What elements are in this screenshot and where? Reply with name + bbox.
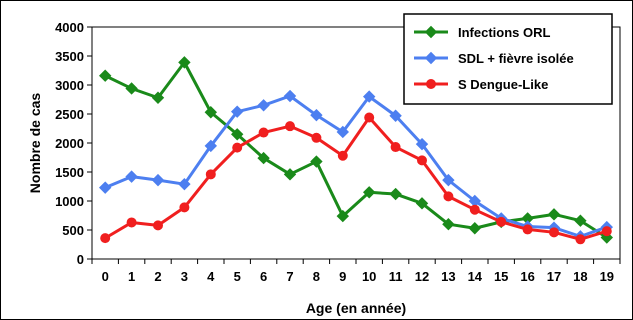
series-3-point	[390, 142, 401, 153]
series-3-point	[179, 202, 190, 213]
x-tick-label: 4	[207, 269, 215, 284]
series-1-point	[283, 168, 297, 181]
x-tick-label: 7	[286, 269, 293, 284]
series-1-point	[178, 56, 191, 69]
series-3-point	[311, 132, 322, 143]
series-2-point	[336, 125, 350, 139]
series-3-point	[337, 150, 348, 161]
x-tick-label: 15	[494, 269, 508, 284]
series-2-point	[310, 108, 323, 122]
y-tick-label: 4000	[55, 20, 84, 35]
x-tick-label: 12	[415, 269, 429, 284]
series-3-point	[100, 233, 111, 244]
series-1-point	[310, 155, 323, 168]
series-3-point	[443, 191, 454, 202]
series-3-point	[522, 224, 533, 235]
x-tick-label: 16	[520, 269, 534, 284]
series-3-point	[205, 169, 216, 180]
series-1-point	[125, 82, 138, 95]
series-2-point	[362, 90, 376, 103]
x-axis-title: Age (en année)	[306, 300, 406, 316]
x-tick-label: 2	[154, 269, 161, 284]
series-3-point	[285, 121, 295, 132]
series-2-point	[230, 105, 244, 118]
x-tick-label: 5	[234, 269, 241, 284]
legend-item-1-point	[424, 25, 438, 39]
series-2-point	[204, 139, 218, 153]
y-tick-label: 1000	[55, 194, 84, 209]
x-tick-label: 9	[339, 269, 346, 284]
legend-item-2-label: SDL + fièvre isolée	[458, 51, 574, 66]
series-3-point	[417, 155, 427, 166]
x-tick-label: 14	[468, 269, 483, 284]
series-2-point	[178, 177, 191, 191]
series-3-point	[232, 142, 243, 153]
series-2-point	[283, 89, 297, 103]
series-1-point	[151, 91, 165, 104]
y-tick-label: 2000	[55, 136, 84, 151]
series-1-point	[204, 106, 218, 119]
series-3-point	[153, 220, 163, 231]
series-2-point	[415, 137, 429, 151]
x-tick-label: 0	[102, 269, 109, 284]
x-tick-label: 17	[547, 269, 561, 284]
series-3-point	[575, 234, 586, 245]
series-1-point	[389, 187, 402, 201]
series-3-point	[601, 226, 612, 237]
series-2-point	[125, 170, 138, 183]
y-tick-label: 2500	[55, 107, 84, 122]
x-tick-label: 8	[313, 269, 320, 284]
series-2-point	[151, 173, 165, 187]
x-tick-label: 19	[600, 269, 614, 284]
x-tick-label: 18	[573, 269, 587, 284]
legend-item-3-point	[426, 79, 436, 89]
x-tick-label: 3	[181, 269, 188, 284]
x-tick-label: 13	[441, 269, 455, 284]
series-3-point	[258, 127, 269, 138]
series-1-point	[257, 151, 270, 165]
series-2-point	[257, 99, 270, 112]
legend-item-2-point	[424, 51, 438, 65]
series-1-point	[362, 186, 376, 199]
series-3-point	[126, 217, 137, 228]
y-tick-label: 3000	[55, 78, 84, 93]
series-1-point	[442, 217, 455, 231]
series-3-point	[364, 112, 375, 123]
x-tick-label: 11	[389, 269, 403, 284]
y-tick-label: 500	[62, 223, 84, 238]
y-tick-label: 1500	[55, 165, 84, 180]
series-3-point	[469, 204, 480, 215]
series-3-point	[496, 216, 507, 227]
x-tick-label: 6	[260, 269, 267, 284]
series-2-point	[98, 181, 112, 194]
series-2-point	[389, 109, 402, 122]
series-1-point	[98, 69, 112, 82]
series-1-point	[415, 197, 429, 210]
series-1-point	[468, 222, 482, 235]
legend-item-3-label: S Dengue-Like	[458, 77, 548, 92]
y-axis-title: Nombre de cas	[27, 93, 43, 194]
series-3-point	[549, 227, 559, 238]
series-2-point	[442, 173, 455, 187]
y-tick-label: 0	[77, 252, 84, 267]
series-1-point	[336, 209, 350, 223]
series-1-point	[574, 214, 587, 227]
series-1-point	[547, 208, 561, 221]
y-tick-label: 3500	[55, 49, 84, 64]
x-tick-label: 10	[362, 269, 376, 284]
x-tick-label: 1	[128, 269, 135, 284]
legend-item-1-label: Infections ORL	[458, 25, 551, 40]
series-1-point	[230, 128, 244, 141]
